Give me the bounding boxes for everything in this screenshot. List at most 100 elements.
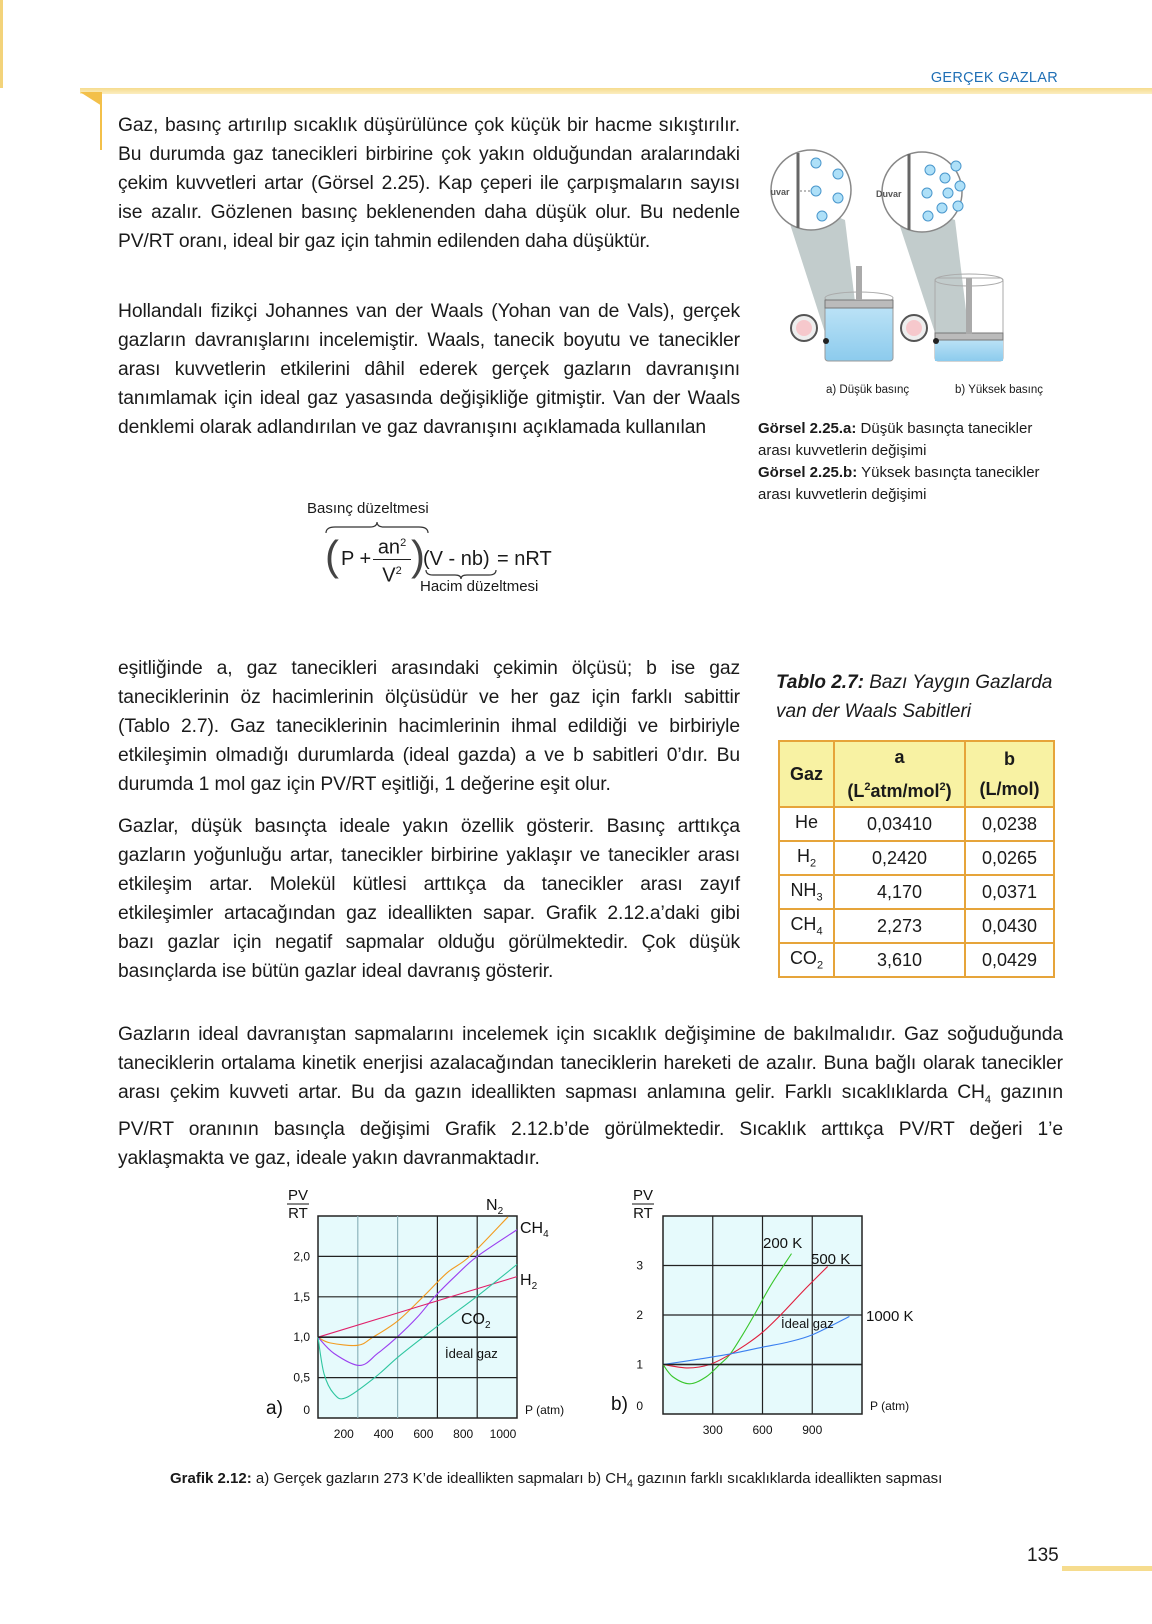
cell-b: 0,0371 [964,874,1055,910]
wall-label-b: Duvar [876,189,902,199]
num-exponent: 2 [400,537,407,549]
chart-caption: Grafik 2.12: a) Gerçek gazların 273 K’de… [170,1470,942,1490]
cell-gas: CH4 [778,908,835,944]
open-paren: ( [325,532,339,579]
paragraph-4: Gazlar, düşük basınçta ideale yakın özel… [118,816,740,982]
y-tick-label: 0 [636,1399,643,1413]
p-plus: P + [341,548,372,570]
paragraph-2: Hollandalı fizikçi Johannes van der Waal… [118,301,740,438]
chart-caption-text-2: gazının farklı sıcaklıklarda ideallikten… [633,1470,943,1487]
series-label-n2: N2 [486,1197,504,1217]
cell-a: 4,170 [833,874,966,910]
van-der-waals-table: Gaz a (L2atm/mol2) b (L/mol) He 0,03410 0,02… [778,740,1055,978]
high-pressure-diagram: Duvar [876,151,1004,362]
series-line [317,1276,518,1338]
header-b: b (L/mol) [964,740,1055,808]
underbrace [425,570,497,580]
header-a-unit: (L2atm/mol2) [847,781,952,801]
header-gaz: Gaz [778,740,835,808]
y-tick-label: 0 [303,1403,310,1417]
paragraph-3: eşitliğinde a, gaz tanecikleri arasındak… [118,658,740,795]
paragraph-marker [100,100,102,150]
fraction: an2 V2 [373,532,411,586]
series-label-h2: H2 [520,1272,538,1292]
chart-caption-text-1: a) Gerçek gazların 273 K’de ideallikten … [251,1470,627,1487]
denominator: V [382,564,396,587]
header-a-symbol: a [894,747,905,767]
x-tick-label: 1000 [490,1427,517,1441]
figure-label-a: a) Düşük basınç [826,384,910,396]
y-label-denominator: RT [633,1205,653,1222]
ideal-gas-label: İdeal gaz [781,1316,834,1331]
figure-caption: Görsel 2.25.a: Düşük basınçta tanecikler… [758,418,1068,506]
header-b-symbol: b [1004,749,1015,769]
x-tick-label: 900 [802,1423,822,1437]
series-line [662,1253,792,1385]
y-tick-label: 3 [636,1259,643,1273]
table-row: CH4 2,273 0,0430 [778,908,1055,944]
y-tick-label: 2 [636,1308,643,1322]
caption-b-label: Görsel 2.25.b: [758,464,858,481]
figure-label-b: b) Yüksek basınç [955,384,1044,396]
cell-b: 0,0430 [964,908,1055,944]
y-tick-label: 0,5 [293,1371,310,1385]
series-label-200k: 200 K [763,1235,802,1252]
close-paren: ) [411,532,425,579]
van-der-waals-equation: Basınç düzeltmesi ( P + an2 V2 ) (V - nb… [305,500,575,600]
x-axis-label: P (atm) [525,1403,564,1417]
den-exponent: 2 [395,564,402,577]
paragraph-5: Gazların ideal davranıştan sapmalarını i… [118,1024,1064,1169]
pressure-correction-label: Basınç düzeltmesi [307,500,429,517]
header-rule [80,88,1152,94]
table-title-text: Bazı Yaygın Gazlarda van der Waals Sabit… [776,672,1053,722]
panel-label: b) [611,1394,628,1415]
series-line [662,1315,850,1366]
cell-b: 0,0429 [964,942,1055,978]
corner-accent [80,92,102,106]
y-tick-label: 2,0 [293,1249,310,1263]
x-tick-label: 400 [374,1427,394,1441]
wall-label-a: Duvar [770,187,790,197]
chart-caption-sub: 4 [626,1478,634,1490]
chart-caption-label: Grafik 2.12: [170,1470,252,1487]
caption-a-label: Görsel 2.25.a: [758,420,857,437]
y-tick-label: 1,5 [293,1290,310,1304]
volume-correction-label: Hacim düzeltmesi [420,578,539,595]
caption-b-text: Yüksek basınçta tanecikler arası kuvvetl… [758,464,1040,503]
table-row: He 0,03410 0,0238 [778,806,1055,842]
paragraph-1: Gaz, basınç artırılıp sıcaklık düşürülün… [118,115,740,252]
rhs: = nRT [497,548,552,570]
series-line [317,1229,518,1367]
table-row: H2 0,2420 0,0265 [778,840,1055,876]
page-number-rule [1062,1566,1152,1571]
cell-b: 0,0265 [964,840,1055,876]
series-label-1000k: 1000 K [866,1308,914,1325]
header-b-unit: (L/mol) [979,779,1040,799]
cell-gas: CO2 [778,942,835,978]
x-tick-label: 200 [334,1427,354,1441]
x-tick-label: 300 [703,1423,723,1437]
cell-gas: He [778,806,835,842]
caption-a-text: Düşük basınçta tanecikler arası kuvvetle… [758,420,1033,459]
x-axis-label: P (atm) [870,1399,909,1413]
series-line [317,1264,518,1400]
cell-gas: NH3 [778,874,835,910]
cell-a: 3,610 [833,942,966,978]
y-label-denominator: RT [288,1205,308,1222]
y-tick-label: 1,0 [293,1330,310,1344]
page-edge-strip [0,0,3,88]
header-a: a (L2atm/mol2) [833,740,966,808]
cell-a: 0,03410 [833,806,966,842]
cell-b: 0,0238 [964,806,1055,842]
series-label-ch4: CH4 [520,1220,549,1240]
page-number: 135 [1027,1545,1059,1566]
series-label-co2: CO2 [461,1311,491,1331]
y-label-numerator: PV [633,1187,653,1204]
y-label-numerator: PV [288,1187,308,1204]
volume-term: (V - nb) [423,548,490,570]
x-tick-label: 600 [752,1423,772,1437]
series-label-500k: 500 K [811,1251,850,1268]
cell-gas: H2 [778,840,835,876]
running-title: GERÇEK GAZLAR [930,70,1058,86]
